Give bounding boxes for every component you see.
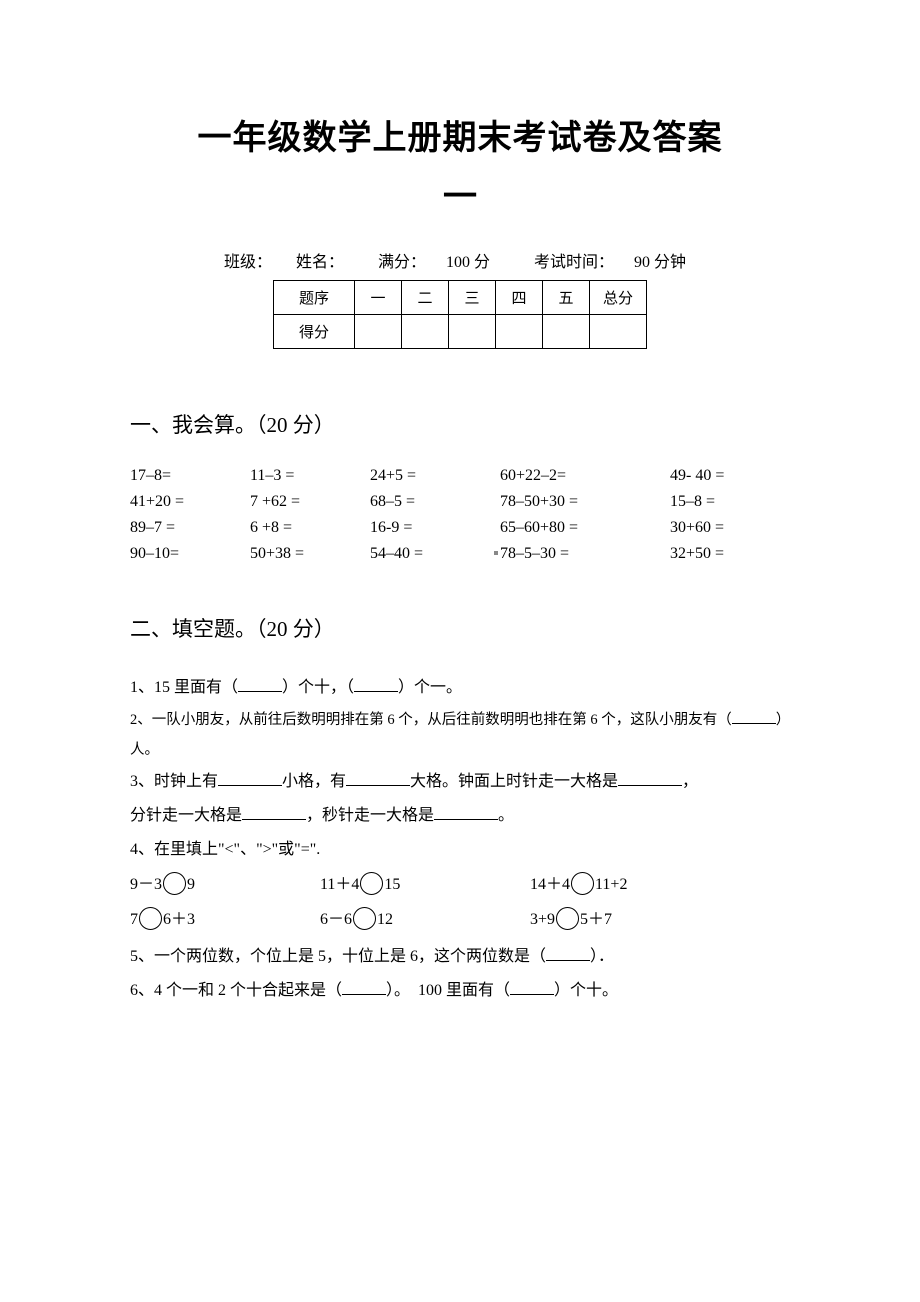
- calc-cell: 7 +62 =: [250, 493, 370, 511]
- compare-cell: 14＋411+2: [530, 870, 730, 897]
- row-label: 得分: [274, 315, 355, 349]
- blank: [354, 675, 398, 692]
- calc-cell: 17–8=: [130, 467, 250, 485]
- blank: [434, 803, 498, 820]
- header-cell: 题序: [274, 281, 355, 315]
- calc-cell: 16-9 =: [370, 519, 500, 537]
- question-6: 6、4 个一和 2 个十合起来是（）。 100 里面有（）个十。: [130, 974, 790, 1008]
- score-cell: [449, 315, 496, 349]
- calc-cell: 41+20 =: [130, 493, 250, 511]
- calc-cell: 78–5–30 =: [500, 545, 670, 563]
- calc-row: 41+20 = 7 +62 = 68–5 = 78–50+30 = 15–8 =: [130, 493, 790, 511]
- blank: [242, 803, 306, 820]
- compare-cell: 76＋3: [130, 905, 320, 932]
- table-row: 得分: [274, 315, 647, 349]
- circle-blank: [163, 872, 186, 895]
- calc-cell: 89–7 =: [130, 519, 250, 537]
- blank: [238, 675, 282, 692]
- compare-cell: 11＋415: [320, 870, 530, 897]
- header-cell: 五: [543, 281, 590, 315]
- calc-cell: 11–3 =: [250, 467, 370, 485]
- calc-cell: 50+38 =: [250, 545, 370, 563]
- header-cell: 一: [355, 281, 402, 315]
- calc-row: 89–7 = 6 +8 = 16-9 = 65–60+80 = 30+60 =: [130, 519, 790, 537]
- calc-cell: 90–10=: [130, 545, 250, 563]
- page-title: 一年级数学上册期末考试卷及答案: [130, 110, 790, 159]
- compare-cell: 3+95＋7: [530, 905, 730, 932]
- fullscore-label: 满分：100 分: [368, 254, 500, 271]
- calc-row: 17–8= 11–3 = 24+5 = 60+22–2= 49- 40 =: [130, 467, 790, 485]
- blank: [546, 944, 590, 961]
- time-label: 考试时间：90 分钟: [524, 254, 696, 271]
- calc-cell: 60+22–2=: [500, 467, 670, 485]
- blank: [342, 978, 386, 995]
- circle-blank: [556, 907, 579, 930]
- question-5: 5、一个两位数，个位上是 5，十位上是 6，这个两位数是（）．: [130, 940, 790, 974]
- page-subtitle: 一: [130, 169, 790, 218]
- table-row: 题序 一 二 三 四 五 总分: [274, 281, 647, 315]
- header-cell: 二: [402, 281, 449, 315]
- score-cell: [496, 315, 543, 349]
- calc-cell: 15–8 =: [670, 493, 790, 511]
- circle-blank: [571, 872, 594, 895]
- calc-row: 90–10= 50+38 = 54–40 = 78–5–30 = 32+50 =: [130, 545, 790, 563]
- score-cell: [543, 315, 590, 349]
- exam-page: 一年级数学上册期末考试卷及答案 一 班级： 姓名： 满分：100 分 考试时间：…: [0, 0, 920, 1067]
- compare-cell: 9－39: [130, 870, 320, 897]
- blank: [218, 769, 282, 786]
- calc-grid: 17–8= 11–3 = 24+5 = 60+22–2= 49- 40 = 41…: [130, 467, 790, 563]
- score-table: 题序 一 二 三 四 五 总分 得分: [273, 280, 647, 349]
- calc-cell: 6 +8 =: [250, 519, 370, 537]
- score-cell: [355, 315, 402, 349]
- exam-info: 班级： 姓名： 满分：100 分 考试时间：90 分钟: [130, 248, 790, 272]
- blank: [732, 708, 776, 724]
- header-cell: 三: [449, 281, 496, 315]
- header-cell: 四: [496, 281, 543, 315]
- blank: [346, 769, 410, 786]
- calc-cell: 54–40 =: [370, 545, 500, 563]
- question-1: 1、15 里面有（）个十，（）个一。: [130, 671, 790, 705]
- compare-cell: 6－612: [320, 905, 530, 932]
- question-3: 3、时钟上有小格，有大格。钟面上时针走一大格是， 分针走一大格是，秒针走一大格是…: [130, 765, 790, 832]
- class-label: 班级：: [224, 254, 272, 271]
- calc-cell: 30+60 =: [670, 519, 790, 537]
- question-4-title: 4、在里填上"<"、">"或"=".: [130, 833, 790, 867]
- question-2: 2、一队小朋友，从前往后数明明排在第 6 个，从后往前数明明也排在第 6 个，这…: [130, 705, 790, 766]
- header-cell: 总分: [590, 281, 647, 315]
- name-label: 姓名：: [296, 254, 344, 271]
- score-cell: [590, 315, 647, 349]
- calc-cell: 78–50+30 =: [500, 493, 670, 511]
- section2-heading: 二、填空题。（20 分）: [130, 613, 790, 643]
- circle-blank: [360, 872, 383, 895]
- circle-blank: [353, 907, 376, 930]
- calc-cell: 65–60+80 =: [500, 519, 670, 537]
- compare-row: 76＋3 6－612 3+95＋7: [130, 905, 790, 932]
- score-cell: [402, 315, 449, 349]
- blank: [510, 978, 554, 995]
- compare-row: 9－39 11＋415 14＋411+2: [130, 870, 790, 897]
- circle-blank: [139, 907, 162, 930]
- section1-heading: 一、我会算。（20 分）: [130, 409, 790, 439]
- calc-cell: 68–5 =: [370, 493, 500, 511]
- calc-cell: 24+5 =: [370, 467, 500, 485]
- calc-cell: 49- 40 =: [670, 467, 790, 485]
- calc-cell: 32+50 =: [670, 545, 790, 563]
- blank: [618, 769, 682, 786]
